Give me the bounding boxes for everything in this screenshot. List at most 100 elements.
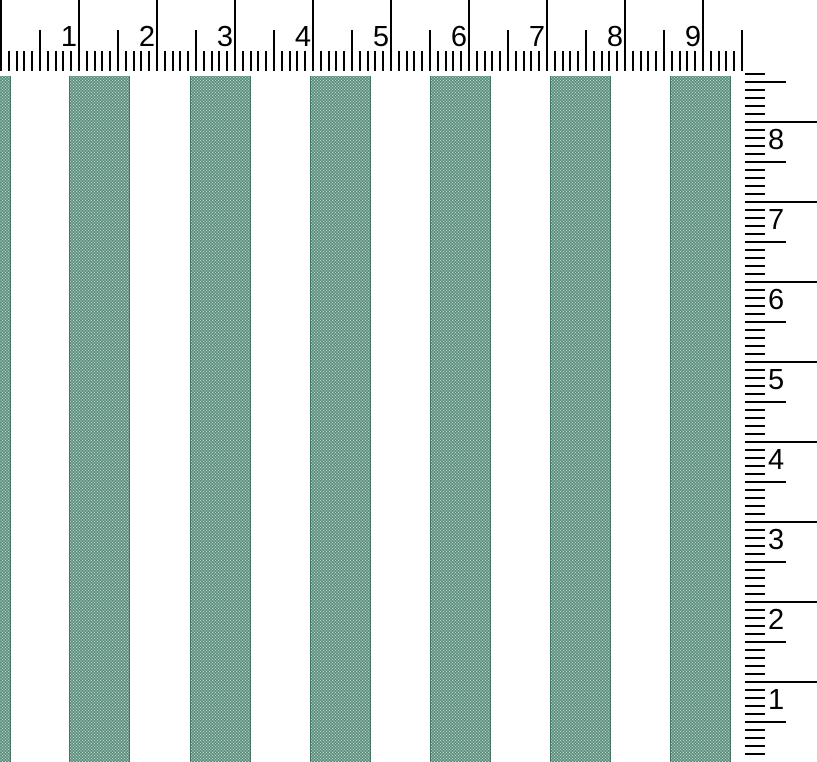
top-ruler-major-tick — [702, 0, 704, 71]
right-ruler-short-tick — [745, 105, 765, 107]
top-ruler-medium-tick — [117, 30, 119, 71]
right-ruler-short-tick — [745, 217, 765, 219]
top-ruler-short-tick — [62, 51, 64, 71]
top-ruler-short-tick — [257, 51, 259, 71]
fabric-stripe — [670, 76, 731, 762]
right-ruler-short-tick — [745, 353, 765, 355]
right-ruler-short-tick — [745, 425, 765, 427]
right-ruler-short-tick — [745, 633, 765, 635]
top-ruler-short-tick — [203, 51, 205, 71]
right-ruler-short-tick — [745, 505, 765, 507]
right-ruler-short-tick — [745, 97, 765, 99]
top-ruler-short-tick — [413, 51, 415, 71]
top-ruler-short-tick — [437, 51, 439, 71]
right-ruler-short-tick — [745, 257, 765, 259]
top-ruler-short-tick — [86, 51, 88, 71]
top-ruler-short-tick — [530, 51, 532, 71]
top-ruler-medium-tick — [273, 30, 275, 71]
top-ruler-short-tick — [679, 51, 681, 71]
top-ruler-short-tick — [655, 51, 657, 71]
right-ruler-short-tick — [745, 137, 765, 139]
top-ruler-label: 5 — [372, 21, 389, 53]
top-ruler-short-tick — [515, 51, 517, 71]
top-ruler-short-tick — [593, 51, 595, 71]
right-ruler-short-tick — [745, 745, 765, 747]
right-ruler-medium-tick — [745, 161, 786, 163]
right-ruler-major-tick — [745, 521, 817, 523]
right-ruler-short-tick — [745, 209, 765, 211]
right-ruler-short-tick — [745, 369, 765, 371]
right-ruler-short-tick — [745, 585, 765, 587]
top-ruler-short-tick — [23, 51, 25, 71]
top-ruler-short-tick — [499, 51, 501, 71]
right-ruler-short-tick — [745, 753, 765, 755]
top-ruler-short-tick — [8, 51, 10, 71]
right-ruler-short-tick — [745, 609, 765, 611]
top-ruler-short-tick — [242, 51, 244, 71]
top-ruler-medium-tick — [663, 30, 665, 71]
right-ruler-label: 6 — [768, 284, 785, 316]
right-ruler-short-tick — [745, 577, 765, 579]
right-ruler-short-tick — [745, 377, 765, 379]
top-ruler-short-tick — [55, 51, 57, 71]
right-ruler-short-tick — [745, 553, 765, 555]
top-ruler-short-tick — [133, 51, 135, 71]
top-ruler-label: 6 — [450, 21, 467, 53]
top-ruler-short-tick — [374, 51, 376, 71]
right-ruler-short-tick — [745, 417, 765, 419]
top-ruler-medium-tick — [351, 30, 353, 71]
top-ruler-short-tick — [484, 51, 486, 71]
top-ruler-short-tick — [647, 51, 649, 71]
top-ruler-short-tick — [686, 51, 688, 71]
top-ruler-short-tick — [538, 51, 540, 71]
top-ruler-major-tick — [78, 0, 80, 71]
right-ruler-short-tick — [745, 729, 765, 731]
top-ruler-short-tick — [460, 51, 462, 71]
top-ruler-short-tick — [710, 51, 712, 71]
top-ruler-short-tick — [164, 51, 166, 71]
top-ruler-short-tick — [109, 51, 111, 71]
right-ruler-medium-tick — [745, 321, 786, 323]
right-ruler-short-tick — [745, 89, 765, 91]
top-ruler-short-tick — [320, 51, 322, 71]
top-ruler-label: 1 — [60, 21, 77, 53]
top-ruler-short-tick — [304, 51, 306, 71]
top-ruler-label: 2 — [138, 21, 155, 53]
right-ruler-major-tick — [745, 681, 817, 683]
top-ruler-medium-tick — [195, 30, 197, 71]
right-ruler-short-tick — [745, 689, 765, 691]
right-ruler-short-tick — [745, 345, 765, 347]
right-ruler-short-tick — [745, 177, 765, 179]
right-ruler-medium-tick — [745, 641, 786, 643]
top-ruler-short-tick — [577, 51, 579, 71]
top-ruler-medium-tick — [39, 30, 41, 71]
top-ruler-major-tick — [312, 0, 314, 71]
right-ruler-short-tick — [745, 465, 765, 467]
top-ruler-short-tick — [491, 51, 493, 71]
top-ruler-label: 3 — [216, 21, 233, 53]
right-ruler-short-tick — [745, 457, 765, 459]
top-ruler-short-tick — [562, 51, 564, 71]
right-ruler-short-tick — [745, 545, 765, 547]
right-ruler-short-tick — [745, 473, 765, 475]
top-ruler-short-tick — [632, 51, 634, 71]
right-ruler-medium-tick — [745, 81, 786, 83]
top-ruler-major-tick — [468, 0, 470, 71]
top-ruler-short-tick — [718, 51, 720, 71]
right-ruler-label: 3 — [768, 524, 785, 556]
fabric-stripe — [0, 76, 11, 762]
right-ruler-short-tick — [745, 497, 765, 499]
top-ruler-short-tick — [148, 51, 150, 71]
fabric-stripe — [190, 76, 251, 762]
right-ruler-short-tick — [745, 617, 765, 619]
right-ruler-medium-tick — [745, 561, 786, 563]
top-ruler-short-tick — [218, 51, 220, 71]
top-ruler-short-tick — [289, 51, 291, 71]
top-ruler-short-tick — [335, 51, 337, 71]
top-ruler-short-tick — [101, 51, 103, 71]
right-ruler-short-tick — [745, 73, 765, 75]
right-ruler-short-tick — [745, 649, 765, 651]
right-ruler-short-tick — [745, 265, 765, 267]
right-ruler-short-tick — [745, 737, 765, 739]
top-ruler-label: 8 — [606, 21, 623, 53]
